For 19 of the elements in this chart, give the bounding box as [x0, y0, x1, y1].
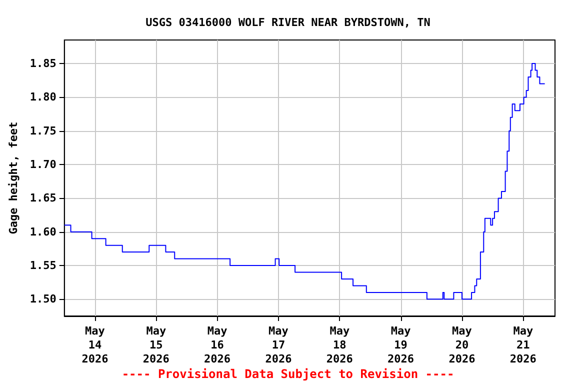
x-tick-label: May 19 2026	[388, 324, 414, 366]
x-tick-label: May 20 2026	[448, 324, 476, 366]
y-tick-label: 1.65	[30, 192, 56, 205]
text: ---- Provisional Data Subject to Revision ----	[122, 367, 454, 381]
y-axis-title: Gage height, feet	[7, 122, 20, 234]
x-tick-label: May 21 2026	[510, 324, 537, 366]
y-tick-label: 1.50	[30, 292, 56, 306]
y-tick-label: 1.85	[30, 57, 56, 70]
y-tick-label: 1.80	[30, 90, 56, 104]
y-tick-label: 1.55	[30, 259, 56, 272]
y-tick-label: 1.75	[30, 124, 56, 138]
y-tick-label: 1.70	[30, 158, 56, 172]
x-tick-label: May 14 2026	[82, 324, 109, 366]
x-tick-label: May 17 2026	[265, 324, 292, 366]
chart-title: USGS 03416000 WOLF RIVER NEAR BYRDSTOWN, TN	[146, 16, 430, 29]
x-tick-label: May 15 2026	[142, 324, 170, 366]
x-tick-label: May 16 2026	[204, 324, 231, 366]
x-tick-label: May 18 2026	[326, 324, 354, 366]
y-tick-label: 1.60	[30, 225, 56, 238]
